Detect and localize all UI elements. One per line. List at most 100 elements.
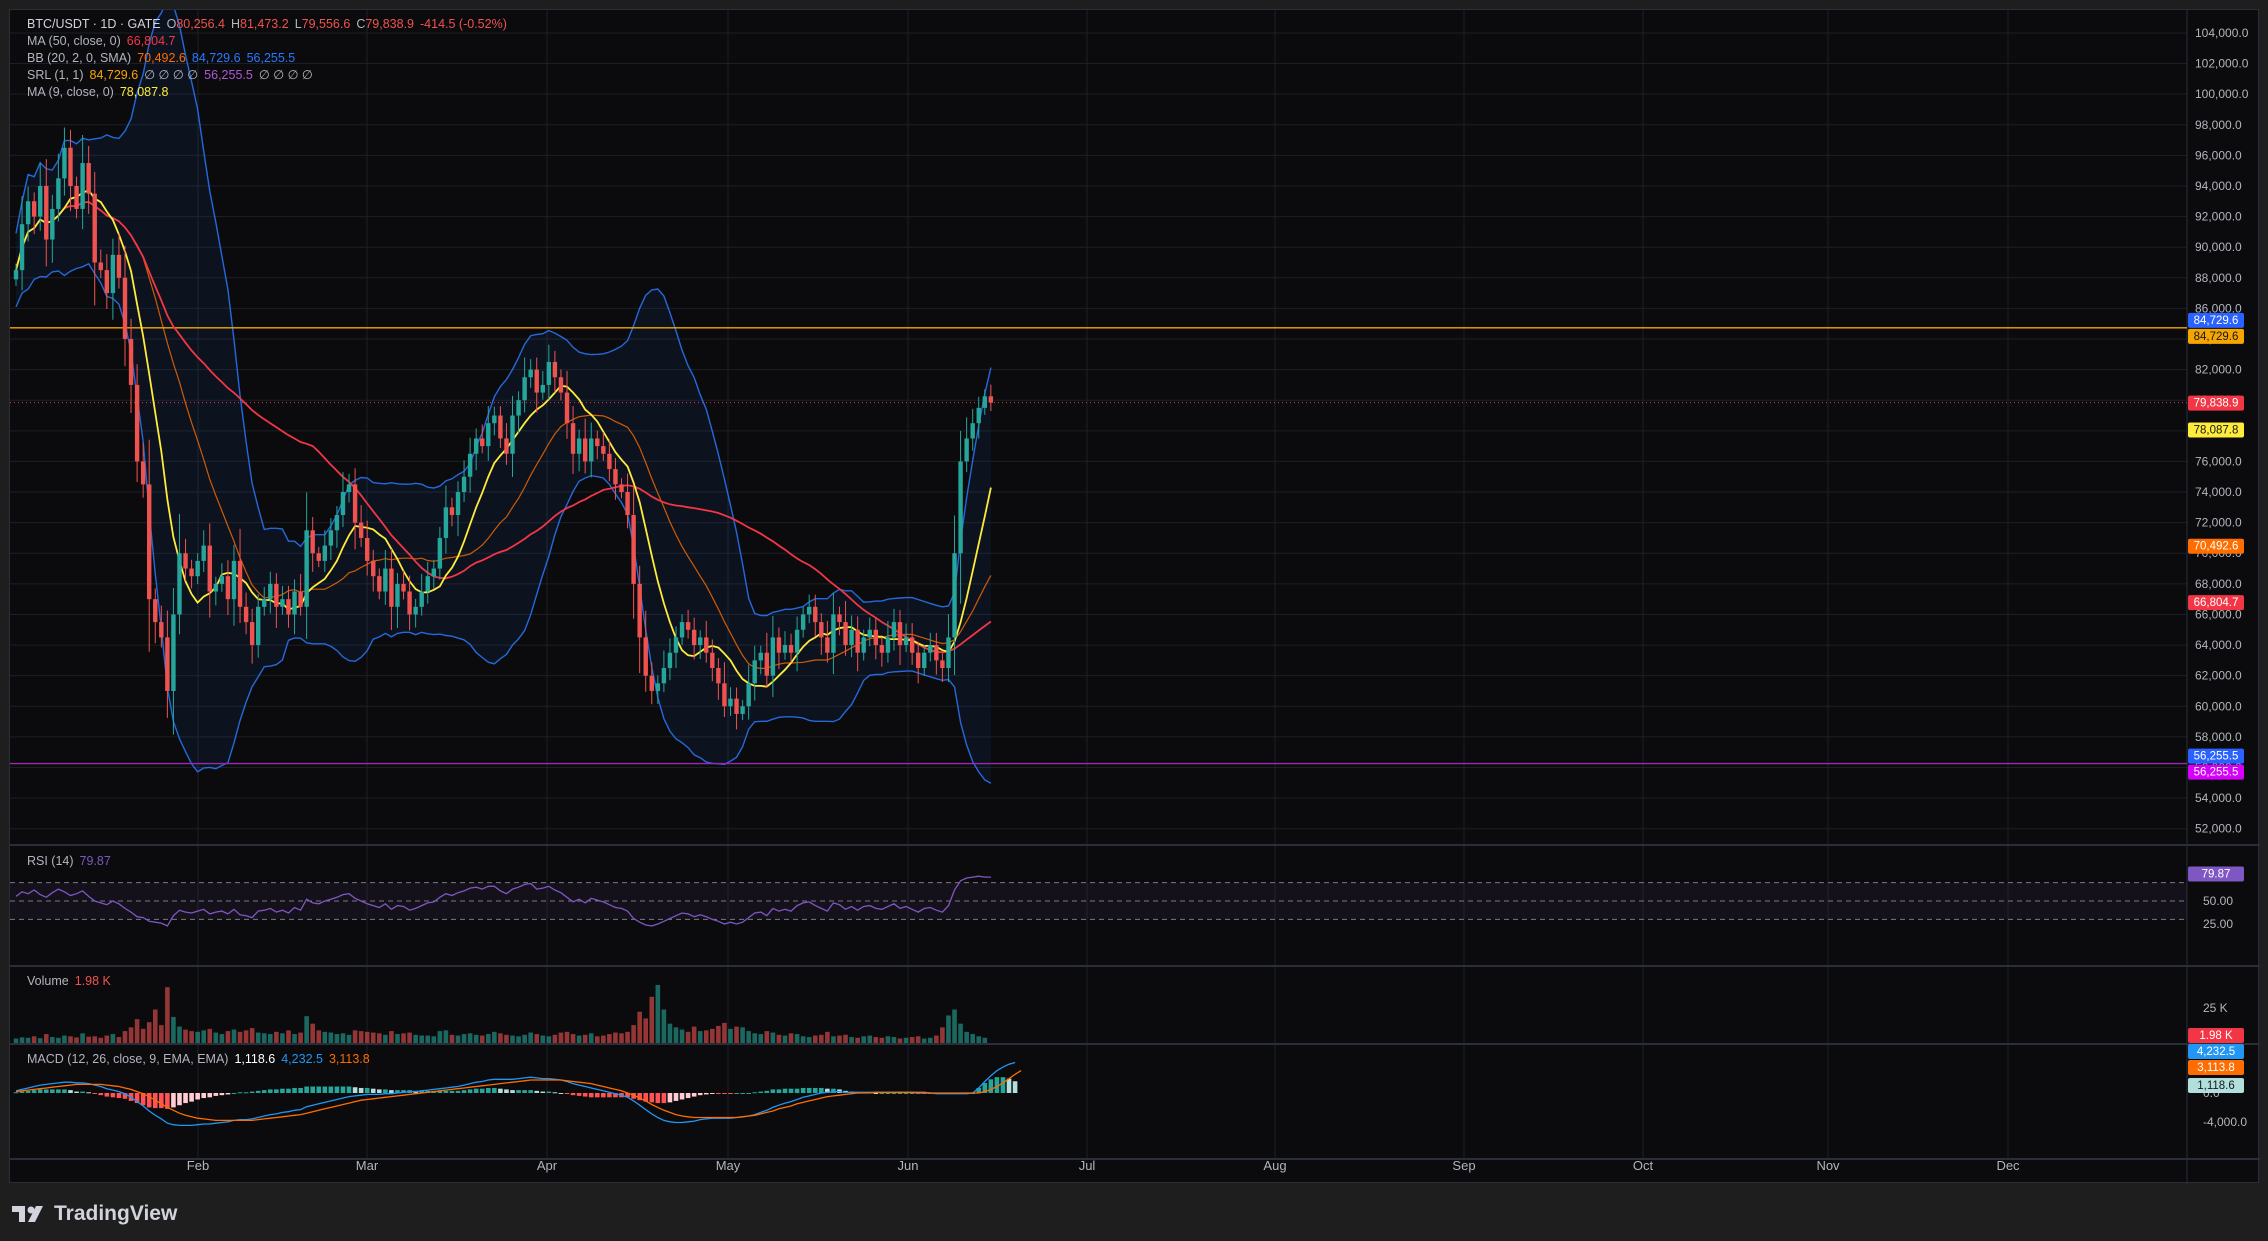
candle-body [903, 637, 909, 646]
candle-body [516, 400, 521, 416]
ohlc-change: -414.5 (-0.52%) [420, 17, 507, 31]
time-tick-label: May [716, 1158, 741, 1173]
price-tick-label: 98,000.0 [2195, 118, 2242, 132]
rsi-legend[interactable]: RSI (14) 79.87 [27, 854, 111, 868]
candle-body [467, 453, 473, 477]
candle-body [274, 583, 279, 607]
rsi-badge: 79.87 [2202, 869, 2231, 881]
chart-frame[interactable]: 104,000.0 102,000.0 100,000.0 98,000.0 96,00… [9, 9, 2260, 1184]
volume-bar [655, 984, 661, 1043]
candle-body [189, 568, 194, 577]
candle-body [831, 614, 836, 653]
macd-hist-bar [758, 1091, 764, 1093]
volume-bar [921, 1038, 927, 1043]
candle-body [310, 530, 315, 554]
volume-bar [437, 1031, 443, 1043]
macd-hist-bar [98, 1093, 104, 1096]
volume-bar [461, 1034, 467, 1043]
macd-hist-bar [243, 1092, 249, 1094]
time-tick-label: Feb [187, 1158, 209, 1173]
volume-bar [867, 1035, 873, 1043]
volume-bar [897, 1038, 903, 1043]
volume-badge: 1.98 K [2199, 1030, 2233, 1042]
volume-bar [576, 1035, 582, 1043]
candle-body [38, 185, 43, 217]
candle-body [873, 629, 879, 646]
candle-body [159, 622, 164, 638]
candle-body [643, 637, 648, 676]
rsi-badge-bg [2188, 866, 2244, 882]
candle-body [231, 560, 237, 600]
volume-bar [134, 1019, 140, 1043]
macd-legend[interactable]: MACD (12, 26, close, 9, EMA, EMA) 1,118.6… [27, 1052, 370, 1066]
macd-hist-bar [558, 1093, 564, 1094]
volume-bar [177, 1026, 182, 1043]
macd-hist-bar [582, 1093, 588, 1097]
volume-bar [116, 1037, 122, 1043]
candle-body [625, 492, 630, 515]
macd-hist-bar [116, 1093, 122, 1099]
ma50-legend[interactable]: MA (50, close, 0) 66,804.7 [27, 34, 176, 48]
candle-body [891, 622, 897, 638]
volume-bar [316, 1030, 322, 1043]
candle-body [98, 262, 103, 271]
volume-bar [716, 1025, 721, 1043]
chart-canvas[interactable]: 104,000.0 102,000.0 100,000.0 98,000.0 96,00… [10, 10, 2260, 1184]
candle-body [195, 560, 200, 577]
volume-bar [528, 1032, 533, 1043]
volume-bar [473, 1034, 479, 1043]
volume-bar [504, 1034, 509, 1043]
price-tick-label: 72,000.0 [2195, 516, 2242, 530]
volume-bar [189, 1031, 194, 1043]
volume-bar [122, 1031, 128, 1043]
candle-body [44, 185, 49, 240]
macd-hist-bar [685, 1093, 691, 1099]
volume-bar [928, 1037, 933, 1043]
macd-hist-bar [770, 1089, 776, 1093]
price-tick-label: 88,000.0 [2195, 271, 2242, 285]
volume-bar [19, 1037, 25, 1043]
candle-body [286, 599, 291, 615]
bb-legend[interactable]: BB (20, 2, 0, SMA) 70,492.6 84,729.6 56,255… [27, 51, 296, 65]
macd-hist-bar [794, 1088, 800, 1093]
srl-levels [10, 327, 2187, 765]
volume-bar [98, 1037, 104, 1043]
candle-body [734, 698, 739, 714]
bb-lower-line [15, 262, 992, 784]
macd-hist-bar [389, 1090, 394, 1093]
candle-body [74, 185, 79, 209]
tradingview-branding[interactable]: TradingView [12, 1199, 177, 1229]
candle-body [740, 706, 745, 714]
macd-hist-bar [546, 1091, 552, 1093]
macd-hist-bar [68, 1090, 73, 1093]
volume-bar [419, 1035, 424, 1043]
macd-hist-bar [988, 1079, 994, 1093]
volume-bar [140, 1028, 146, 1043]
time-tick-label: Oct [1633, 1158, 1654, 1173]
candle-body [582, 438, 588, 462]
candle-body [673, 637, 679, 653]
price-badge-bg [2188, 764, 2244, 780]
candle-body [722, 683, 727, 707]
ohlc-open: 80,256.4 [176, 17, 225, 31]
volume-bar [43, 1034, 49, 1043]
volume-bar [794, 1034, 800, 1043]
srl-legend[interactable]: SRL (1, 1) 84,729.6 ∅ ∅ ∅ ∅ 56,255.5 ∅ ∅ ∅ ∅ [27, 68, 313, 82]
candle-body [613, 469, 618, 485]
candle-body [558, 377, 564, 393]
macd-hist-bar [74, 1091, 79, 1093]
volume-bar [861, 1036, 866, 1043]
macd-hist-bar [885, 1093, 891, 1094]
macd-hist-bar [292, 1087, 297, 1093]
price-tick-label: 102,000.0 [2195, 57, 2249, 71]
ma9-legend[interactable]: MA (9, close, 0) 78,087.8 [27, 85, 169, 99]
time-tick-label: Dec [1996, 1158, 2020, 1173]
price-badge: 56,255.5 [2194, 767, 2239, 779]
candle-body [304, 530, 309, 607]
macd-hist-bar [219, 1093, 225, 1096]
volume-bar [237, 1031, 243, 1043]
macd-hist-bar [819, 1087, 824, 1093]
candle-body [19, 224, 25, 271]
volume-bar [328, 1032, 334, 1043]
volume-legend[interactable]: Volume 1.98 K [27, 974, 111, 988]
